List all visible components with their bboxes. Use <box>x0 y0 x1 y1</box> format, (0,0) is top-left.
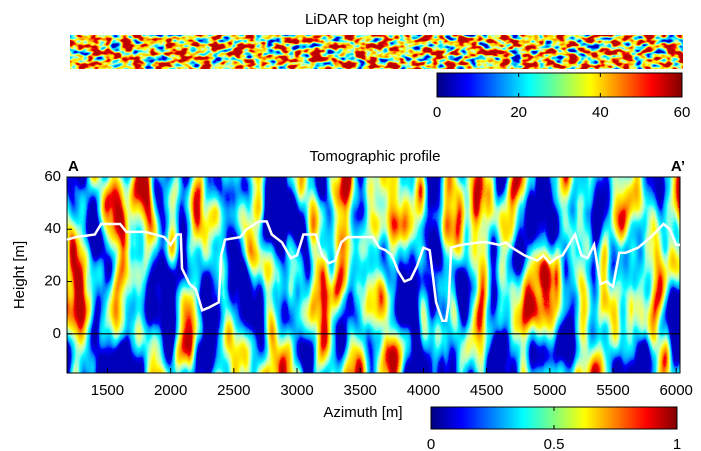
colorbar-frame <box>436 72 683 98</box>
colorbar-tick-label: 0 <box>433 104 441 121</box>
y-tick-label: 20 <box>44 273 61 290</box>
profile-title: Tomographic profile <box>310 148 441 165</box>
colorbar-tick-label: 0 <box>427 436 435 451</box>
tomogram-image <box>67 177 680 373</box>
x-tick-label: 6000 <box>660 382 693 399</box>
x-tick-label: 4000 <box>407 382 440 399</box>
colorbar <box>437 73 682 97</box>
plot-frame <box>66 176 681 374</box>
colorbar-tick-label: 60 <box>674 104 691 121</box>
y-axis-label: Height [m] <box>11 241 28 309</box>
annotation: A <box>68 158 79 175</box>
x-axis-label: Azimuth [m] <box>323 404 402 421</box>
top-title: LiDAR top height (m) <box>305 11 445 28</box>
x-tick-label: 1500 <box>91 382 124 399</box>
colorbar-tick-label: 40 <box>592 104 609 121</box>
canopy-line <box>66 220 680 322</box>
y-tick-label: 40 <box>44 220 61 237</box>
colorbar <box>431 407 677 429</box>
lidar-image <box>70 35 683 69</box>
colorbar-tick-label: 1 <box>673 436 681 451</box>
x-tick-label: 3000 <box>280 382 313 399</box>
x-tick-label: 5000 <box>533 382 566 399</box>
y-tick-label: 0 <box>53 325 61 342</box>
x-tick-label: 5500 <box>596 382 629 399</box>
colorbar-tick-label: 20 <box>510 104 527 121</box>
x-tick-label: 2500 <box>217 382 250 399</box>
y-tick-label: 60 <box>44 168 61 185</box>
x-tick-label: 4500 <box>470 382 503 399</box>
annotation: A’ <box>671 158 685 175</box>
x-tick-label: 3500 <box>344 382 377 399</box>
x-tick-label: 2000 <box>154 382 187 399</box>
colorbar-tick-label: 0.5 <box>544 436 565 451</box>
